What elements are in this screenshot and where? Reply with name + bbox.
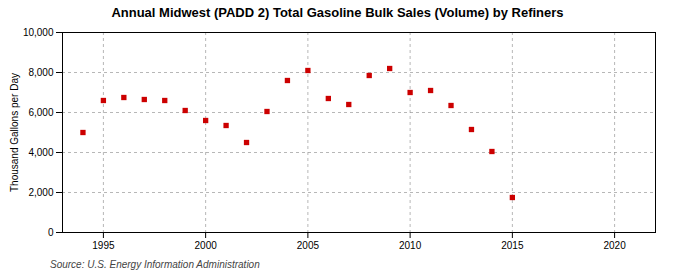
svg-text:2010: 2010 [399,240,422,251]
svg-text:Thousand Gallons per Day: Thousand Gallons per Day [9,73,20,192]
html-text:Annual Midwest (PADD 2) Total: Annual Midwest (PADD 2) Total Gasoline B… [111,5,564,20]
svg-text:2000: 2000 [195,240,218,251]
svg-text:2005: 2005 [297,240,320,251]
svg-text:0: 0 [48,227,54,238]
html-text:Source: U.S. Energy Informatio: Source: U.S. Energy Information Administ… [50,259,260,270]
svg-text:4,000: 4,000 [28,147,53,158]
svg-text:10,000: 10,000 [23,27,54,38]
svg-text:2015: 2015 [501,240,524,251]
svg-text:6,000: 6,000 [28,107,53,118]
svg-text:2020: 2020 [603,240,626,251]
svg-text:2,000: 2,000 [28,187,53,198]
svg-text:8,000: 8,000 [28,67,53,78]
svg-text:1995: 1995 [92,240,115,251]
